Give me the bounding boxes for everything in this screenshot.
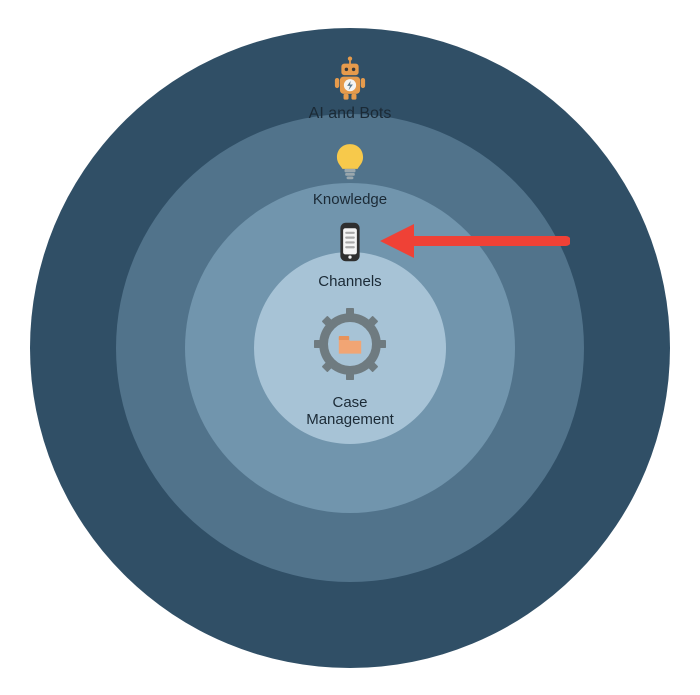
label-knowledge: Knowledge bbox=[313, 191, 387, 208]
robot-icon bbox=[327, 55, 373, 101]
gear-folder-icon bbox=[310, 304, 390, 384]
lightbulb-icon bbox=[328, 140, 372, 184]
label-case-management: Case Management bbox=[306, 394, 394, 429]
label-ai-and-bots: AI and Bots bbox=[309, 105, 392, 123]
concentric-diagram: AI and Bots Knowledge Channels Case Mana… bbox=[0, 0, 700, 695]
callout-arrow bbox=[342, 207, 570, 283]
